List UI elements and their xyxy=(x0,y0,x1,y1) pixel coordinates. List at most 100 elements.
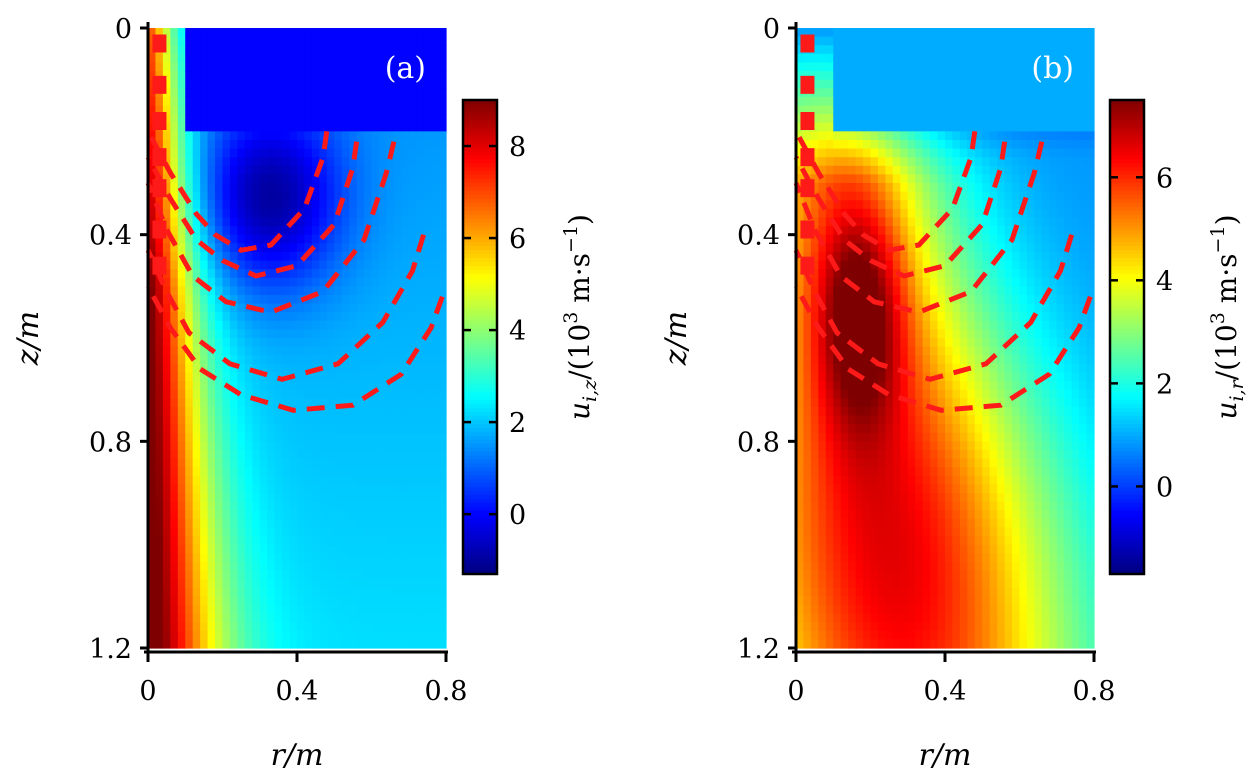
heatmap-cell xyxy=(229,510,238,520)
heatmap-cell xyxy=(848,372,857,382)
heatmap-cell xyxy=(349,587,358,597)
heatmap-cell xyxy=(408,406,417,417)
heatmap-cell xyxy=(341,544,350,554)
heatmap-cell xyxy=(438,639,447,649)
heatmap-cell xyxy=(959,639,968,649)
heatmap-cell xyxy=(945,251,954,262)
heatmap-cell xyxy=(259,114,268,124)
heatmap-cell xyxy=(967,88,976,98)
heatmap-cell xyxy=(870,441,879,451)
heatmap-cell xyxy=(297,88,306,98)
heatmap-cell xyxy=(959,174,968,184)
heatmap-cell xyxy=(967,458,976,468)
heatmap-cell xyxy=(259,105,268,115)
heatmap-cell xyxy=(877,53,886,64)
heatmap-cell xyxy=(326,79,335,89)
colorbar-segment xyxy=(463,455,497,461)
heatmap-cell xyxy=(818,269,827,279)
heatmap-cell xyxy=(848,579,857,589)
heatmap-cell xyxy=(378,148,387,158)
heatmap-cell xyxy=(200,355,209,365)
heatmap-cell xyxy=(915,260,924,270)
heatmap-cell xyxy=(877,243,886,253)
colorbar-segment xyxy=(463,530,497,536)
heatmap-cell xyxy=(252,518,261,529)
heatmap-cell xyxy=(423,234,432,244)
heatmap-cell xyxy=(341,320,350,330)
heatmap-cell xyxy=(215,579,224,589)
heatmap-cell xyxy=(937,122,946,132)
heatmap-cell xyxy=(386,45,395,55)
heatmap-cell xyxy=(892,208,901,219)
heatmap-cell xyxy=(982,260,991,270)
heatmap-cell xyxy=(930,604,939,615)
heatmap-cell xyxy=(796,561,805,572)
heatmap-cell xyxy=(959,139,968,150)
heatmap-cell xyxy=(833,579,842,589)
heatmap-cell xyxy=(252,458,261,468)
heatmap-cell xyxy=(185,355,194,365)
heatmap-cell xyxy=(840,424,849,434)
heatmap-cell xyxy=(833,45,842,55)
heatmap-cell xyxy=(192,251,201,262)
heatmap-cell xyxy=(244,355,253,365)
heatmap-cell xyxy=(974,114,983,124)
heatmap-cell xyxy=(356,88,365,98)
heatmap-cell xyxy=(989,165,998,175)
heatmap-cell xyxy=(952,338,961,348)
heatmap-cell xyxy=(848,62,857,72)
heatmap-cell xyxy=(259,579,268,589)
heatmap-cell xyxy=(207,148,216,158)
heatmap-cell xyxy=(311,226,320,236)
heatmap-cell xyxy=(855,406,864,417)
heatmap-cell xyxy=(408,312,417,322)
heatmap-cell xyxy=(334,303,343,313)
heatmap-cell xyxy=(401,243,410,253)
heatmap-cell xyxy=(855,303,864,313)
heatmap-cell xyxy=(974,191,983,201)
heatmap-cell xyxy=(364,96,373,107)
heatmap-cell xyxy=(282,174,291,184)
heatmap-cell xyxy=(900,157,909,167)
heatmap-cell xyxy=(393,381,402,391)
heatmap-cell xyxy=(215,501,224,511)
heatmap-cell xyxy=(401,432,410,442)
heatmap-cell xyxy=(185,294,194,305)
heatmap-cell xyxy=(855,114,864,124)
colorbar-segment xyxy=(463,238,497,243)
heatmap-cell xyxy=(155,398,164,408)
heatmap-cell xyxy=(945,312,954,322)
heatmap-cell xyxy=(252,630,261,640)
heatmap-cell xyxy=(170,458,179,468)
heatmap-cell xyxy=(155,131,164,141)
heatmap-cell xyxy=(378,157,387,167)
heatmap-cell xyxy=(215,45,224,55)
heatmap-cell xyxy=(289,251,298,262)
heatmap-cell xyxy=(937,639,946,649)
heatmap-cell xyxy=(416,312,425,322)
heatmap-cell xyxy=(334,398,343,408)
heatmap-cell xyxy=(252,536,261,546)
heatmap-cell xyxy=(885,613,894,623)
heatmap-cell xyxy=(364,71,373,81)
heatmap-cell xyxy=(282,536,291,546)
heatmap-cell xyxy=(378,432,387,442)
heatmap-cell xyxy=(215,527,224,537)
heatmap-cell xyxy=(237,174,246,184)
heatmap-cell xyxy=(185,208,194,219)
colorbar-segment xyxy=(463,423,497,429)
heatmap-cell xyxy=(274,389,283,399)
heatmap-cell xyxy=(840,449,849,460)
heatmap-cell xyxy=(870,131,879,141)
heatmap-cell xyxy=(796,639,805,649)
heatmap-cell xyxy=(244,630,253,640)
heatmap-cell xyxy=(162,527,171,537)
heatmap-cell xyxy=(155,62,164,72)
heatmap-cell xyxy=(959,36,968,46)
heatmap-cell xyxy=(982,441,991,451)
heatmap-cell xyxy=(855,217,864,227)
heatmap-cell xyxy=(900,467,909,477)
heatmap-cell xyxy=(185,458,194,468)
heatmap-cell xyxy=(922,536,931,546)
heatmap-cell xyxy=(148,36,157,46)
